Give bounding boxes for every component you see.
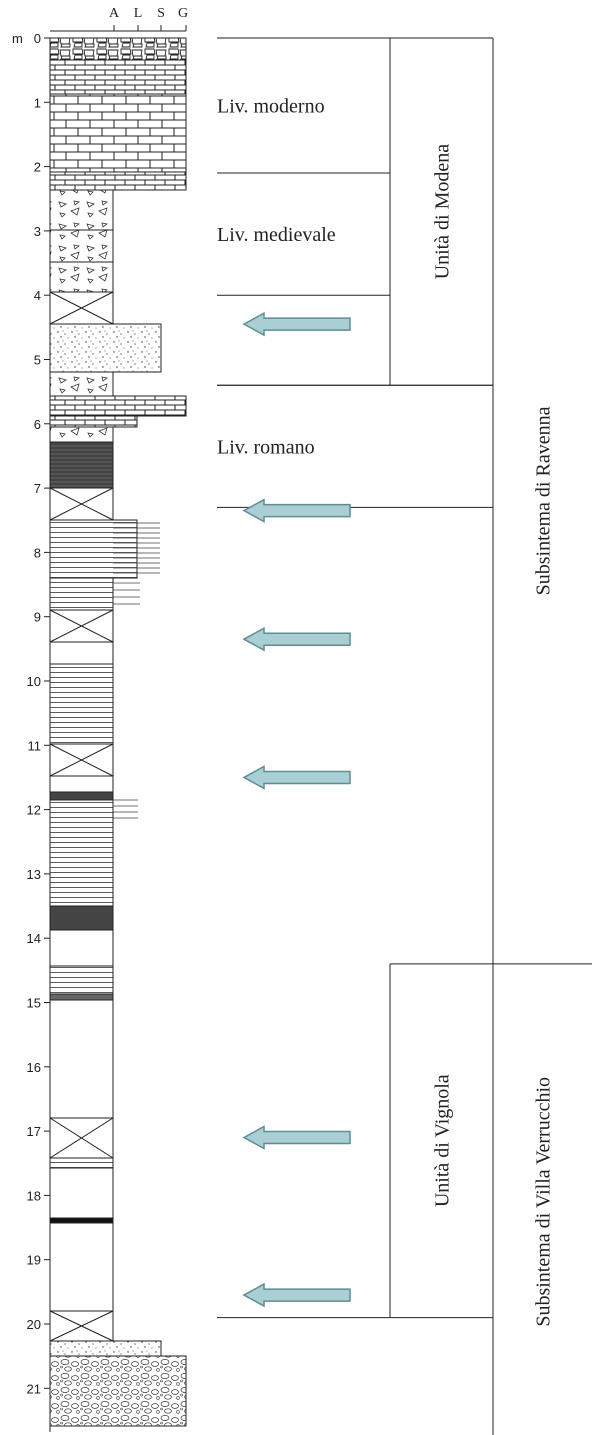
layer-laminated-1 (49, 519, 138, 579)
layer-plain-5 (49, 1167, 114, 1219)
layer-masonry-roman-2 (49, 415, 138, 428)
unit-label-modena: Unità di Modena (432, 144, 454, 280)
depth-tick-label: 6 (34, 417, 41, 432)
layer-plain-3 (49, 929, 114, 967)
layer-dark-3 (49, 905, 114, 931)
units-column: Unità di Modena Unità di Vignola (217, 37, 493, 1319)
layer-masonry-top (49, 59, 187, 95)
arrow-left-icon (242, 1125, 351, 1150)
layer-plain-1 (49, 641, 114, 665)
layer-dark-1 (49, 441, 114, 489)
layer-plain-6 (49, 1222, 114, 1312)
layer-brick (49, 93, 187, 173)
layer-sand-2 (49, 1340, 162, 1357)
unit-label-vignola: Unità di Vignola (432, 1074, 454, 1207)
arrow-left-icon (242, 311, 351, 337)
subsystem-label-villa-verrucchio: Subsintema di Villa Verrucchio (533, 1077, 555, 1327)
arrow-left-icon (242, 1282, 351, 1308)
layer-dark-4 (49, 993, 114, 1001)
layer-laminated-3 (49, 663, 114, 745)
layer-sand-1 (49, 323, 162, 373)
layer-clasts-3 (49, 261, 114, 293)
depth-tick-label: 7 (34, 481, 41, 496)
layer-laminated-6 (49, 1157, 114, 1169)
layer-laminated-2 (49, 577, 114, 611)
layer-masonry-roman (49, 395, 187, 417)
lithologic-column (49, 37, 187, 1427)
depth-tick-label: 12 (27, 803, 41, 818)
grain-label-l: L (134, 6, 143, 21)
layer-laminated-5 (49, 965, 114, 995)
layer-clasts-2 (49, 229, 114, 263)
layer-dark-5 (49, 1217, 114, 1224)
layer-clasts-4 (49, 371, 114, 397)
depth-tick-label: 20 (27, 1317, 41, 1332)
layer-masonry-base (49, 171, 187, 191)
grain-size-scale: A L S G (50, 6, 188, 32)
depth-tick-label: 11 (28, 738, 42, 753)
layer-plain-4 (49, 999, 114, 1119)
depth-tick-label: 17 (27, 1124, 41, 1139)
layer-clasts-5 (49, 426, 114, 443)
depth-tick-label: 9 (34, 610, 41, 625)
grain-label-s: S (157, 6, 165, 21)
depth-tick-label: 15 (27, 996, 41, 1011)
level-label-romano: Liv. romano (217, 436, 315, 458)
arrows (242, 311, 351, 1308)
levels-column: Liv. moderno Liv. medievale Liv. romano (217, 37, 390, 508)
depth-tick-label: 14 (27, 931, 41, 946)
layer-dark-2 (49, 791, 114, 801)
depth-tick-label: 3 (34, 224, 41, 239)
arrow-left-icon (242, 626, 351, 652)
subsystems-column: Subsintema di Ravenna Subsintema di Villa… (492, 38, 592, 1435)
grain-label-a: A (109, 6, 120, 21)
depth-tick-label: 8 (34, 545, 41, 560)
level-label-moderno: Liv. moderno (217, 96, 325, 118)
depth-tick-label: 13 (27, 867, 41, 882)
layer-rubble (49, 37, 187, 61)
layer-clasts-1 (49, 189, 114, 231)
depth-tick-label: 16 (27, 1060, 41, 1075)
depth-tick-label: 18 (27, 1188, 41, 1203)
depth-axis-unit: m (12, 31, 23, 46)
depth-tick-label: 5 (34, 353, 41, 368)
depth-tick-label: 19 (27, 1253, 41, 1268)
depth-tick-label: 2 (34, 160, 41, 175)
arrow-left-icon (242, 765, 351, 790)
depth-tick-label: 0 (34, 31, 41, 46)
level-label-medievale: Liv. medievale (217, 224, 336, 246)
depth-tick-label: 1 (34, 95, 41, 110)
grain-label-g: G (178, 6, 188, 21)
subsystem-label-ravenna: Subsintema di Ravenna (533, 406, 555, 595)
arrow-left-icon (242, 498, 351, 523)
depth-tick-label: 4 (34, 288, 41, 303)
depth-tick-label: 10 (27, 674, 41, 689)
layer-laminated-4 (49, 799, 114, 907)
depth-tick-label: 21 (27, 1381, 41, 1396)
layer-plain-2 (49, 775, 114, 793)
layer-gravel (49, 1355, 187, 1427)
